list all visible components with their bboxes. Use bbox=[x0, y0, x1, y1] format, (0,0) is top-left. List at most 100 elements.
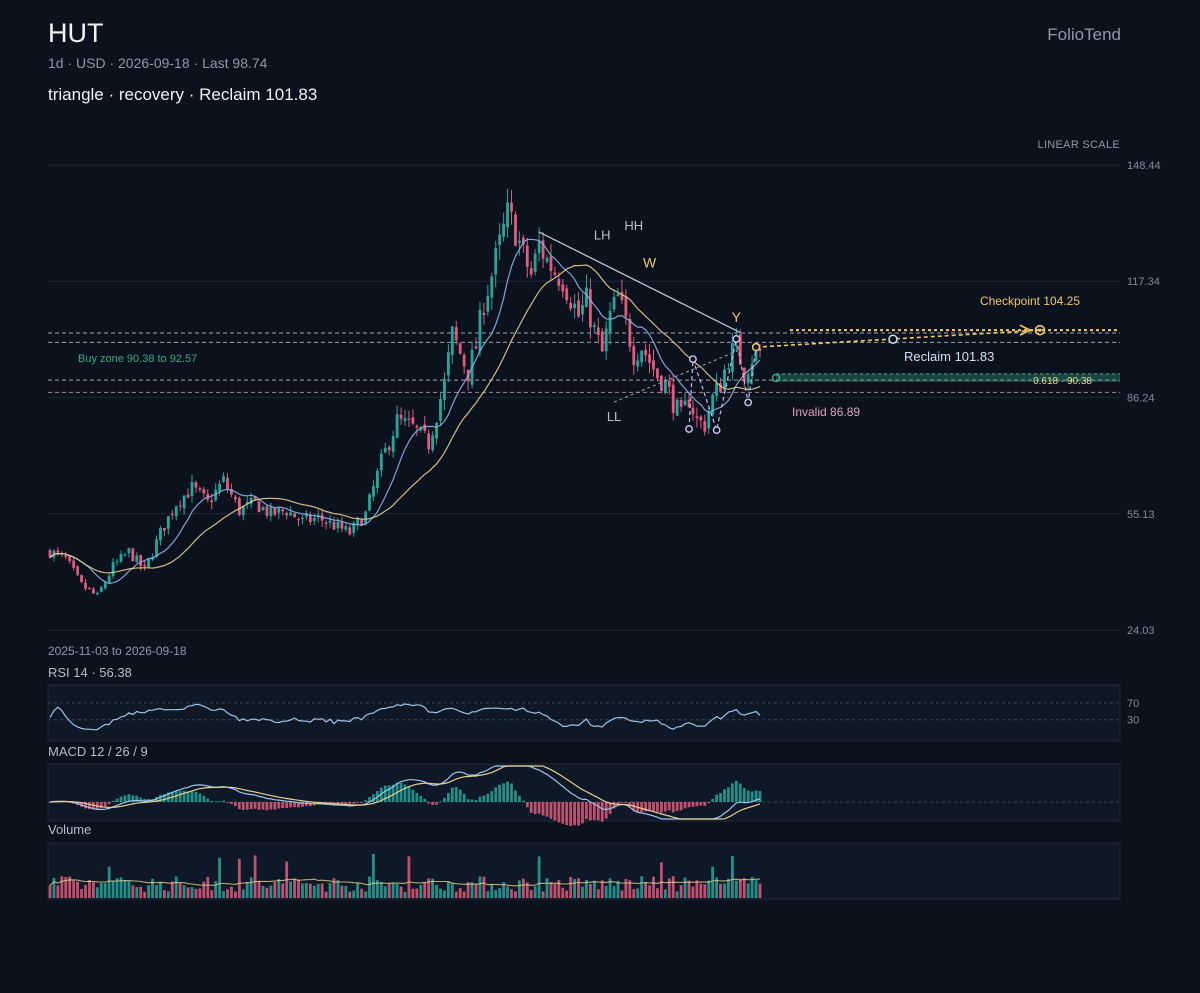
volume-bar bbox=[206, 876, 210, 898]
moving-averages bbox=[49, 238, 761, 585]
candle-body bbox=[537, 241, 541, 254]
candle-body bbox=[640, 350, 644, 363]
candle-body bbox=[159, 527, 162, 541]
volume-bar bbox=[395, 883, 399, 898]
candle-body bbox=[285, 513, 289, 516]
candle-body bbox=[84, 582, 87, 589]
macd-hist-bar bbox=[115, 798, 119, 802]
candle-body bbox=[115, 561, 119, 563]
volume-bar bbox=[91, 882, 95, 898]
candle-body bbox=[415, 425, 419, 428]
brand-logo-text[interactable]: FolioTend bbox=[1047, 25, 1121, 44]
volume-bar bbox=[103, 883, 107, 898]
candle-body bbox=[525, 245, 529, 267]
candle-body bbox=[48, 550, 52, 558]
macd-hist-bar bbox=[427, 802, 431, 804]
candle-body bbox=[368, 494, 371, 511]
candle-body bbox=[107, 575, 111, 583]
candle-body bbox=[506, 202, 509, 228]
candle-body bbox=[478, 309, 482, 352]
volume-bar bbox=[533, 886, 537, 898]
y-tick-label: 86.24 bbox=[1127, 392, 1155, 404]
candle-body bbox=[340, 521, 344, 529]
macd-hist-bar bbox=[218, 801, 222, 803]
macd-hist-bar bbox=[569, 802, 573, 827]
volume-bar bbox=[541, 891, 545, 898]
rsi-level-label: 30 bbox=[1127, 715, 1139, 727]
volume-bar bbox=[754, 880, 758, 898]
volume-label: Volume bbox=[48, 822, 92, 837]
volume-bar bbox=[498, 888, 502, 898]
macd-hist-bar bbox=[403, 784, 407, 802]
volume-bar bbox=[707, 880, 711, 898]
volume-bar bbox=[557, 880, 561, 898]
macd-hist-bar bbox=[462, 793, 466, 802]
volume-bar bbox=[127, 880, 131, 898]
macd-hist-bar bbox=[281, 802, 285, 808]
macd-hist-bar bbox=[285, 802, 289, 808]
volume-bar bbox=[368, 876, 371, 898]
candle-body bbox=[178, 505, 182, 507]
macd-hist-bar bbox=[344, 802, 348, 805]
volume-bar bbox=[419, 884, 423, 898]
macd-hist-bar bbox=[612, 802, 616, 809]
volume-bar bbox=[52, 877, 56, 898]
level-lines bbox=[48, 329, 1120, 393]
volume-bar bbox=[352, 890, 356, 898]
volume-bar bbox=[478, 876, 482, 898]
volume-bar bbox=[356, 882, 360, 898]
volume-bar bbox=[581, 886, 584, 898]
macd-hist-bar bbox=[585, 802, 588, 819]
volume-bar bbox=[332, 878, 336, 898]
rsi-panel bbox=[47, 684, 1121, 742]
volume-bar bbox=[525, 882, 529, 898]
macd-hist-bar bbox=[561, 802, 565, 824]
volume-bar bbox=[360, 888, 364, 898]
candle-body bbox=[569, 302, 573, 309]
candle-body bbox=[427, 433, 431, 450]
macd-hist-bar bbox=[166, 792, 170, 802]
candle-body bbox=[80, 575, 83, 583]
candle-body bbox=[628, 318, 632, 347]
candle-body bbox=[435, 422, 438, 439]
macd-hist-bar bbox=[182, 790, 186, 802]
macd-hist-bar bbox=[273, 802, 277, 810]
macd-hist-bar bbox=[715, 794, 719, 802]
macd-hist-bar bbox=[88, 802, 91, 810]
volume-bar bbox=[742, 878, 746, 898]
candle-body bbox=[711, 394, 715, 415]
macd-hist-bar bbox=[656, 802, 659, 812]
candle-body bbox=[723, 369, 726, 390]
macd-hist-bar bbox=[277, 802, 281, 809]
macd-hist-bar bbox=[159, 794, 162, 802]
macd-hist-bar bbox=[127, 794, 131, 802]
volume-bar bbox=[245, 881, 249, 898]
macd-hist-bar bbox=[549, 802, 553, 819]
macd-hist-bar bbox=[415, 793, 419, 802]
candle-body bbox=[659, 375, 663, 391]
volume-bar bbox=[230, 886, 233, 898]
macd-hist-bar bbox=[608, 802, 612, 814]
candle-body bbox=[194, 482, 198, 488]
macd-signal-line bbox=[49, 765, 761, 820]
macd-hist-bar bbox=[84, 802, 87, 809]
volume-bar bbox=[486, 891, 490, 898]
setup-subtitle: triangle · recovery · Reclaim 101.83 bbox=[48, 85, 318, 104]
volume-bar bbox=[577, 878, 580, 898]
volume-bar bbox=[727, 878, 730, 898]
volume-bar bbox=[494, 889, 498, 898]
candle-body bbox=[395, 414, 399, 438]
volume-bar bbox=[139, 886, 143, 898]
candle-body bbox=[56, 550, 60, 553]
volume-bar bbox=[383, 886, 387, 898]
volume-bar bbox=[588, 883, 592, 898]
volume-bar bbox=[364, 891, 367, 898]
volume-bar bbox=[612, 886, 616, 898]
candle-body bbox=[494, 248, 498, 275]
macd-hist-bar bbox=[723, 789, 726, 802]
macd-hist-bar bbox=[119, 796, 123, 802]
scale-toggle[interactable]: LINEAR SCALE bbox=[1037, 139, 1120, 151]
volume-bar bbox=[269, 885, 273, 898]
volume-bar bbox=[565, 890, 569, 898]
